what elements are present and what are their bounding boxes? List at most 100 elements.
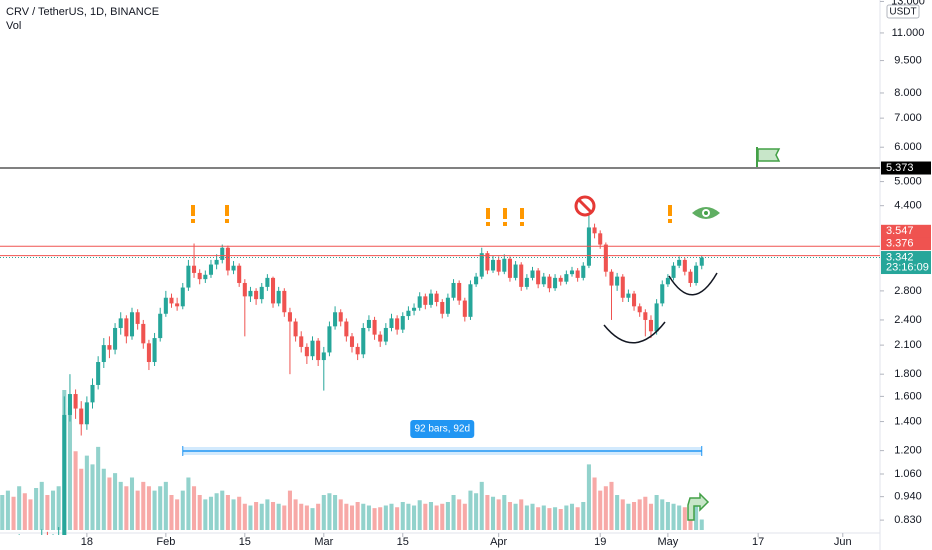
overlay: 92 bars, 92d [0, 167, 880, 456]
volume-bar [502, 495, 507, 530]
flag-icon [756, 147, 781, 167]
candle-body [507, 258, 512, 278]
price-tag [881, 224, 931, 238]
volume-bar [412, 505, 417, 530]
volume-bar [39, 481, 44, 530]
candle-body [677, 259, 682, 266]
y-tick-label: 1.200 [894, 445, 922, 457]
volume-bar [28, 499, 33, 530]
volume-bar [270, 502, 276, 530]
volume-bar [113, 473, 118, 530]
candle-body [694, 265, 699, 283]
price-tag [881, 237, 931, 251]
x-tick-label: Feb [156, 536, 175, 548]
bottom-arc [668, 272, 718, 296]
candle-body [169, 297, 174, 304]
candle-body [383, 327, 388, 342]
candle-body [231, 265, 236, 271]
volume-bar [592, 477, 597, 530]
volume-bar [620, 499, 625, 530]
x-tick-label: 17 [752, 536, 764, 548]
candle-body [547, 276, 552, 289]
volume-bar [11, 496, 16, 530]
volume-bar [304, 505, 309, 530]
volume-bar [553, 507, 558, 530]
candle-body [293, 321, 298, 337]
y-tick-label: 0.830 [894, 514, 922, 526]
alert-icon [191, 219, 195, 223]
volume-bar [146, 486, 151, 530]
volume-bar [496, 499, 501, 530]
volume-bar [547, 508, 552, 530]
y-tick-label: 6.000 [894, 141, 922, 153]
thumb-icon [687, 492, 710, 521]
candle-body [395, 318, 400, 330]
volume-bar [665, 502, 670, 530]
volume-bar [378, 507, 383, 530]
volume-bar [22, 493, 27, 530]
alert-icon [191, 205, 195, 216]
measure-label-box [410, 420, 475, 438]
candle-body [682, 259, 687, 272]
candle-body [592, 227, 597, 234]
x-tick-label: May [658, 536, 679, 548]
volume-bar [581, 502, 586, 530]
price-tag-label: 5.373 [886, 162, 914, 174]
volume-bar [158, 486, 163, 530]
volume-bar [310, 508, 315, 530]
price-tag [881, 161, 931, 175]
volume-bar [203, 499, 208, 530]
candle-body [417, 296, 422, 308]
volume-bar [180, 490, 185, 530]
volume-bar [5, 490, 10, 530]
candle-body [490, 259, 496, 271]
volume-bar [208, 496, 214, 530]
candle-body [423, 296, 428, 305]
volume-bar [45, 495, 50, 530]
volume-bar [321, 495, 326, 530]
candle-body [445, 297, 450, 314]
volume-bar [462, 503, 467, 530]
candle-body [276, 290, 281, 304]
volume-bar [107, 477, 112, 530]
candle-body [564, 274, 569, 282]
volume-bar [79, 468, 84, 530]
y-tick-label: 1.060 [894, 468, 922, 480]
volume-bar [344, 503, 349, 530]
candle-body [541, 276, 546, 285]
volume-bar [118, 481, 123, 530]
y-tick-label: 2.400 [894, 314, 922, 326]
candle-body [304, 346, 309, 357]
last-price-tag [881, 251, 931, 275]
volume-bar [361, 503, 366, 530]
last-price-label: 3.342 [886, 251, 914, 263]
x-tick-label: 19 [594, 536, 606, 548]
volume-bar [660, 499, 665, 530]
candle-body [158, 313, 163, 339]
candle-body [451, 282, 456, 298]
volume-bar [214, 493, 219, 530]
candle-body [349, 336, 355, 347]
volume-bar [615, 495, 620, 530]
volume-bar [406, 503, 411, 530]
candle-body [62, 414, 67, 535]
volume-bar [423, 503, 428, 530]
volume-bar [67, 407, 72, 530]
candle-body [479, 253, 484, 277]
candle-body [474, 276, 479, 285]
candle-body [254, 290, 259, 300]
volume-bar [237, 496, 242, 530]
candle-body [637, 306, 642, 313]
y-tick-label: 1.800 [894, 368, 922, 380]
candle-body [214, 259, 219, 265]
volume-bar [490, 496, 496, 530]
candle-body [287, 312, 292, 322]
volume-label: Vol [6, 20, 21, 32]
candle-body [406, 310, 411, 317]
volume-bar [417, 500, 422, 530]
volume-bar [225, 495, 230, 530]
volume-bar [694, 505, 699, 530]
volume-bar [609, 481, 614, 530]
alert-icons [191, 205, 672, 226]
x-tick-label: 15 [239, 536, 251, 548]
